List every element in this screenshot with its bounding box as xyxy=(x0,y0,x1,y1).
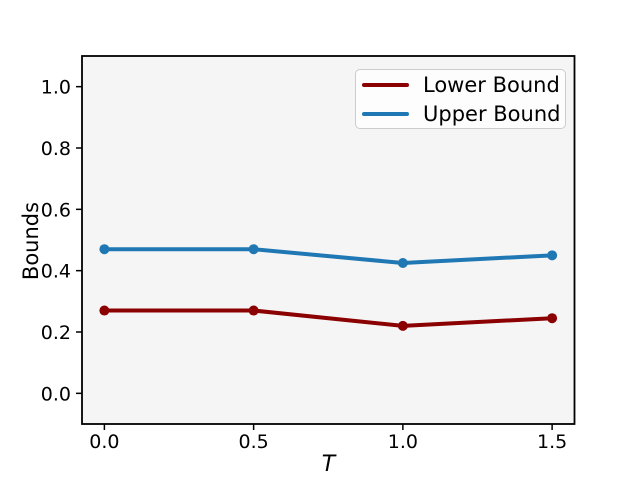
data-point xyxy=(248,244,259,255)
y-axis-label: Bounds xyxy=(19,201,43,281)
y-tick-label: 0.0 xyxy=(41,383,71,405)
axes-frame xyxy=(81,55,576,425)
legend-label-lower-bound: Lower Bound xyxy=(423,72,560,97)
data-point xyxy=(248,305,259,316)
data-point xyxy=(547,250,558,261)
legend-swatch-lower-bound xyxy=(362,82,409,87)
legend-swatch-upper-bound xyxy=(362,111,409,116)
x-axis-label: T xyxy=(321,452,336,477)
y-tick-label: 0.6 xyxy=(41,199,71,221)
legend-label-upper-bound: Upper Bound xyxy=(423,101,561,126)
data-point xyxy=(547,313,558,324)
legend-item-upper-bound: Upper Bound xyxy=(362,99,561,128)
data-point xyxy=(397,320,408,331)
legend: Lower Bound Upper Bound xyxy=(355,69,566,129)
y-tick-label: 0.8 xyxy=(41,138,71,160)
data-point xyxy=(99,305,110,316)
y-tick-label: 0.4 xyxy=(41,261,71,283)
series-line-upper-bound xyxy=(102,247,555,265)
legend-item-lower-bound: Lower Bound xyxy=(362,70,560,99)
data-point xyxy=(397,258,408,268)
x-tick-label: 1.0 xyxy=(388,431,418,453)
series-line-lower-bound xyxy=(102,308,555,328)
x-tick-label: 0.0 xyxy=(89,431,119,453)
y-tick-label: 0.2 xyxy=(41,322,71,344)
x-tick-label: 1.5 xyxy=(537,431,567,453)
y-tick-label: 1.0 xyxy=(41,77,71,99)
x-tick-label: 0.5 xyxy=(239,431,269,453)
data-point xyxy=(99,244,110,255)
